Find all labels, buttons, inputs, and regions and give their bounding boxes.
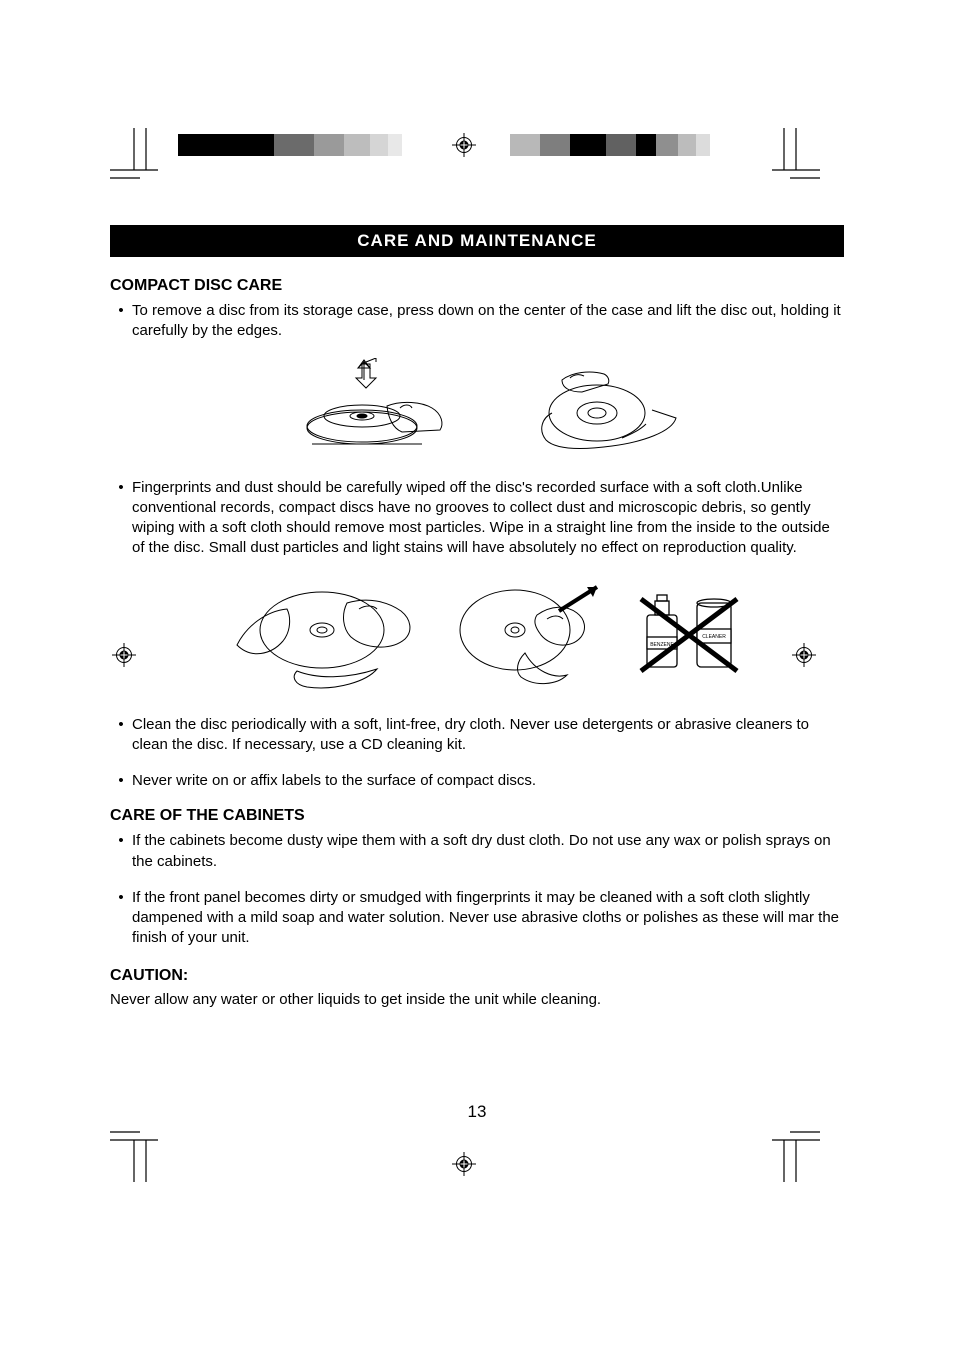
bullet-text: Never write on or affix labels to the su… <box>132 771 844 791</box>
bullet-item: • If the cabinets become dusty wipe them… <box>110 831 844 872</box>
bullet-text: If the cabinets become dusty wipe them w… <box>132 831 844 872</box>
title-bar: CARE AND MAINTENANCE <box>110 225 844 257</box>
remove-disc-illustration <box>292 358 452 458</box>
wipe-correct-illustration <box>227 575 417 695</box>
bullet-item: • Clean the disc periodically with a sof… <box>110 715 844 756</box>
bullet-text: If the front panel becomes dirty or smud… <box>132 888 844 949</box>
bullet-text: To remove a disc from its storage case, … <box>132 301 844 342</box>
bullet-item: • If the front panel becomes dirty or sm… <box>110 888 844 949</box>
bullet-dot-icon: • <box>110 831 132 872</box>
registration-mark-icon <box>452 1152 476 1176</box>
bullet-item: • Never write on or affix labels to the … <box>110 771 844 791</box>
benzene-label: BENZENE <box>650 642 674 648</box>
bullet-dot-icon: • <box>110 715 132 756</box>
crop-mark-icon <box>760 1122 820 1182</box>
illustration-row <box>130 358 844 458</box>
caution-heading: CAUTION: <box>110 967 844 985</box>
bullet-dot-icon: • <box>110 301 132 342</box>
crop-mark-icon <box>110 1122 170 1182</box>
bullet-item: • Fingerprints and dust should be carefu… <box>110 478 844 559</box>
bullet-dot-icon: • <box>110 771 132 791</box>
section-heading-disc-care: COMPACT DISC CARE <box>110 277 844 295</box>
illustration-row: BENZENE CLEANER <box>130 575 844 695</box>
wipe-wrong-illustration <box>447 575 607 695</box>
hold-disc-illustration <box>512 358 682 458</box>
bullet-text: Fingerprints and dust should be carefull… <box>132 478 844 559</box>
bullet-text: Clean the disc periodically with a soft,… <box>132 715 844 756</box>
bullet-item: • To remove a disc from its storage case… <box>110 301 844 342</box>
cleaner-label: CLEANER <box>702 634 726 640</box>
page-content: CARE AND MAINTENANCE COMPACT DISC CARE •… <box>110 130 844 1010</box>
no-solvents-illustration: BENZENE CLEANER <box>637 575 747 695</box>
caution-text: Never allow any water or other liquids t… <box>110 989 844 1010</box>
section-heading-cabinets: CARE OF THE CABINETS <box>110 807 844 825</box>
bullet-dot-icon: • <box>110 888 132 949</box>
page-number: 13 <box>468 1102 487 1122</box>
bullet-dot-icon: • <box>110 478 132 559</box>
